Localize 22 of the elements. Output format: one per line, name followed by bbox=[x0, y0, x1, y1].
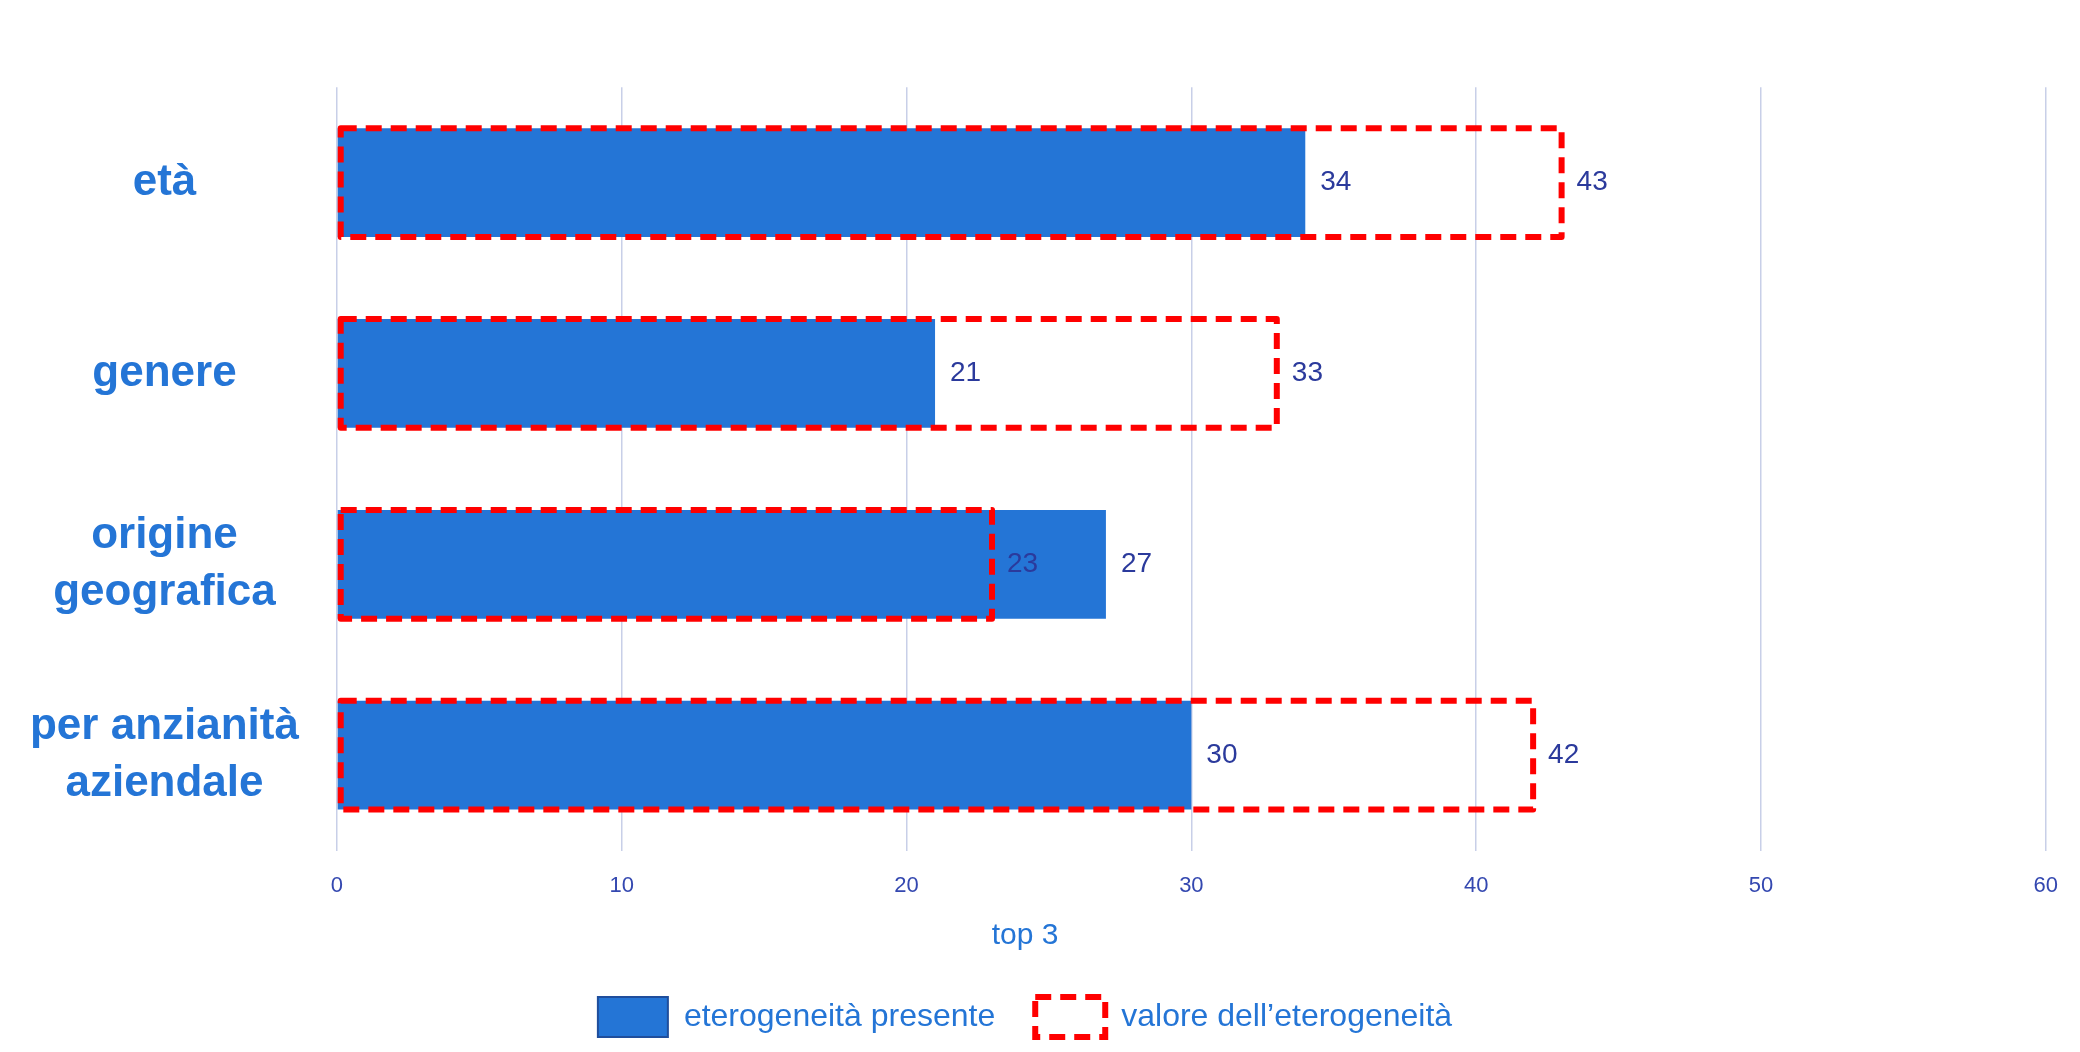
data-label: 23 bbox=[1007, 547, 1039, 579]
data-label: 43 bbox=[1576, 165, 1608, 197]
y-tick-label: genere bbox=[92, 345, 237, 395]
legend-label: valore dell’eterogeneità bbox=[1121, 996, 1453, 1033]
y-tick-label: origine geografica bbox=[53, 507, 277, 615]
data-label: 30 bbox=[1206, 737, 1238, 769]
x-tick-label: 30 bbox=[1179, 871, 1204, 897]
x-tick-label: 0 bbox=[330, 871, 344, 897]
x-tick-label: 10 bbox=[609, 871, 635, 897]
x-tick-label: 20 bbox=[894, 871, 919, 897]
data-label: 21 bbox=[950, 356, 982, 388]
y-tick-label: età bbox=[132, 154, 197, 204]
legend-title: top 3 bbox=[991, 917, 1059, 951]
x-tick-label: 60 bbox=[2033, 871, 2059, 897]
data-label: 34 bbox=[1320, 165, 1352, 197]
data-label: 33 bbox=[1291, 356, 1323, 388]
data-label: 27 bbox=[1120, 547, 1153, 579]
legend-label: eterogeneità presente bbox=[683, 996, 996, 1033]
x-tick-label: 40 bbox=[1463, 871, 1489, 897]
y-tick-label: per anzianità aziendale bbox=[30, 698, 300, 805]
data-label: 42 bbox=[1548, 737, 1580, 769]
x-tick-label: 50 bbox=[1748, 871, 1774, 897]
